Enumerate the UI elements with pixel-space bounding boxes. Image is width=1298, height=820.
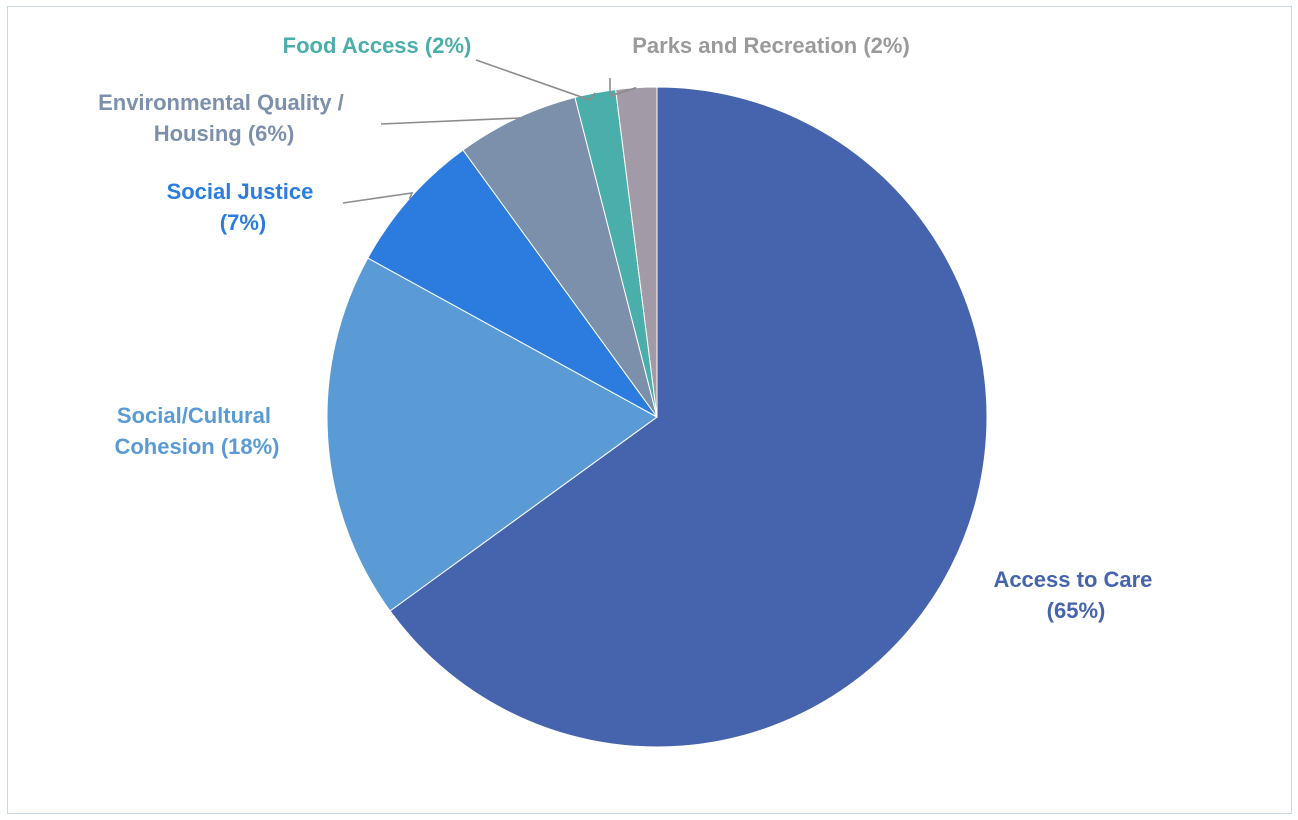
leader-line-environmental-quality: [380, 117, 521, 125]
slice-label-access-to-care: Access to Care (65%): [993, 567, 1158, 623]
pie-slice-parks-and-recreation-2: [615, 86, 658, 418]
slice-label-parks-and-recreation: Parks and Recreation (2%): [632, 33, 910, 58]
leader-line-social-justice: [342, 192, 414, 204]
slice-label-environmental-quality-housing: Environmental Quality / Housing (6%): [98, 90, 350, 146]
slice-label-social-cultural-cohesion: Social/Cultural Cohesion (18%): [114, 403, 279, 459]
slice-label-food-access: Food Access (2%): [283, 33, 472, 58]
pie-slices: [326, 86, 988, 748]
pie-slice-social-cultural-cohesion-18: [326, 257, 658, 612]
slice-label-social-justice: Social Justice (7%): [167, 179, 320, 235]
leader-line-food-access-2: [475, 59, 596, 101]
pie-slice-access-to-care: [389, 86, 988, 748]
leader-lines: [342, 59, 637, 204]
leader-line-parks-and-recreation-2: [609, 78, 637, 98]
